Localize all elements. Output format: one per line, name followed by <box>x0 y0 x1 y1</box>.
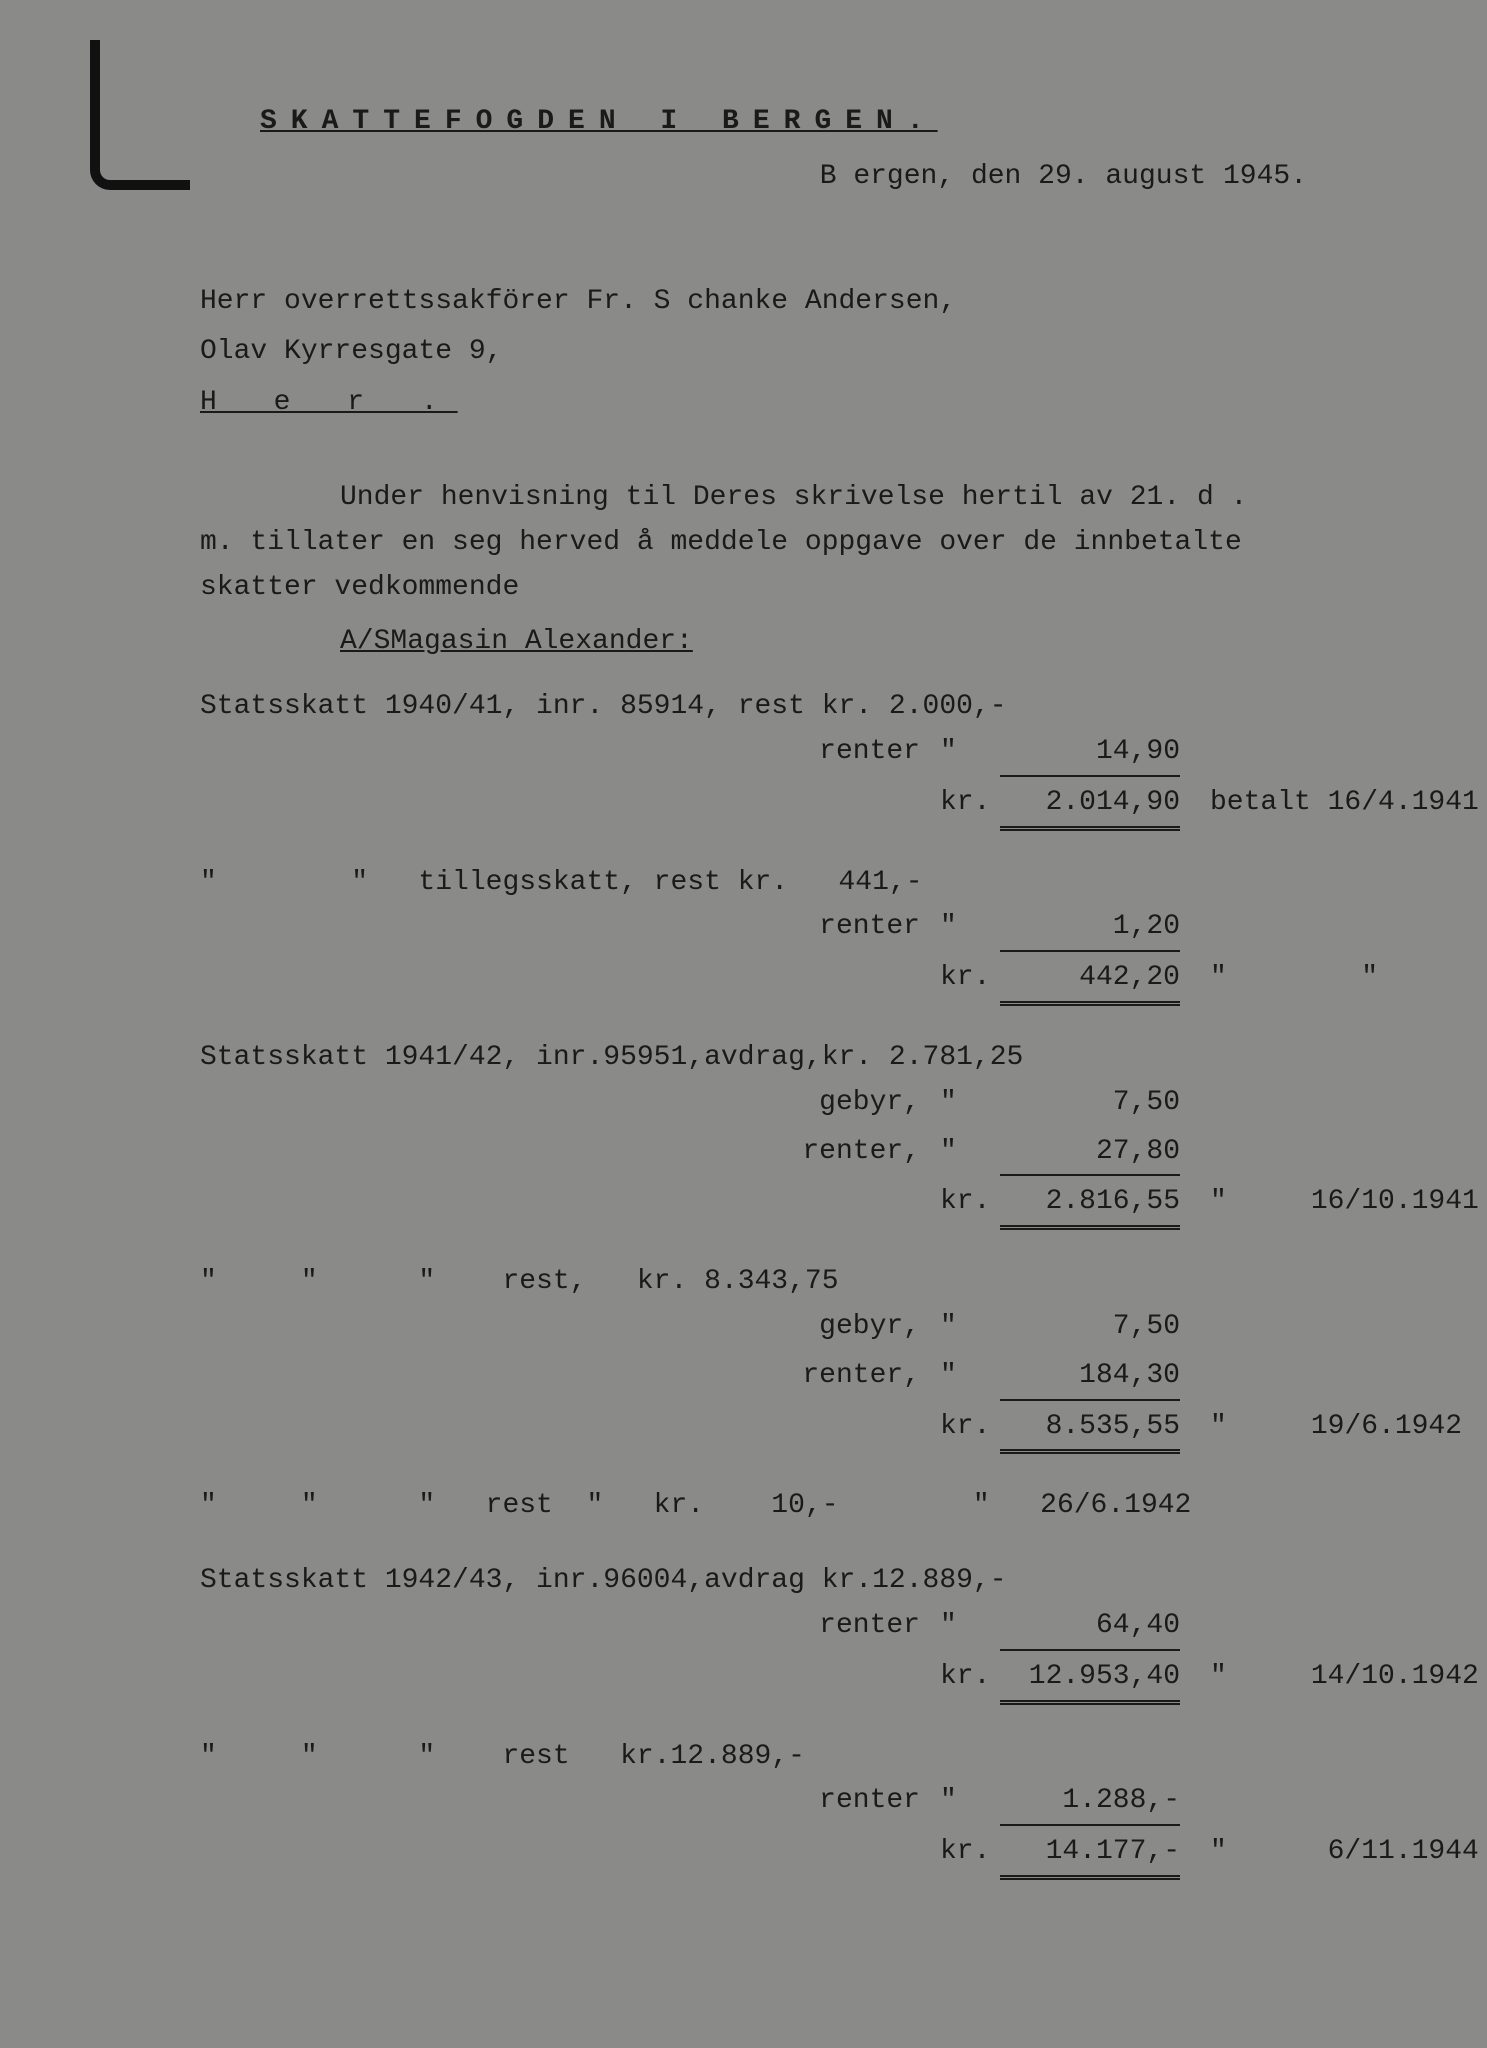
entry-currency: " <box>940 1354 1000 1399</box>
entry-line: renter"1,20 <box>200 905 1367 952</box>
body-line-2: m. tillater en seg herved å meddele oppg… <box>200 521 1367 566</box>
entry-currency: " <box>940 730 1000 775</box>
entry-header: " " tillegsskatt, rest kr. 441,- <box>200 861 1367 906</box>
entry-note: " 6/11.1944 <box>1180 1830 1479 1875</box>
binding-mark <box>90 40 190 190</box>
entry-label: renter, <box>720 1130 940 1175</box>
entry-label: renter <box>720 730 940 775</box>
company-name: A/SMagasin Alexander: <box>340 620 1367 665</box>
entry-line: kr.2.014,90betalt 16/4.1941 <box>200 781 1367 831</box>
tax-entry: " " " rest, kr. 8.343,75gebyr,"7,50rente… <box>200 1260 1367 1454</box>
entry-line: gebyr,"7,50 <box>200 1081 1367 1126</box>
entry-currency: kr. <box>940 781 1000 826</box>
entry-currency: kr. <box>940 1830 1000 1875</box>
entry-amount: 64,40 <box>1000 1604 1180 1651</box>
entry-note: betalt 16/4.1941 <box>1180 781 1479 826</box>
addressee-city: H e r . <box>200 381 1367 426</box>
entry-amount: 1,20 <box>1000 905 1180 952</box>
entry-currency: " <box>940 1604 1000 1649</box>
entry-currency: " <box>940 905 1000 950</box>
tax-entry: " " " rest kr.12.889,-renter"1.288,-kr.1… <box>200 1735 1367 1880</box>
entry-header: Statsskatt 1941/42, inr.95951,avdrag,kr.… <box>200 1036 1367 1081</box>
entry-label: renter <box>720 1604 940 1649</box>
tax-entry: " " " rest " kr. 10,- " 26/6.1942 <box>200 1484 1367 1529</box>
entry-line: renter"64,40 <box>200 1604 1367 1651</box>
entry-currency: " <box>940 1305 1000 1350</box>
entry-line: renter"1.288,- <box>200 1779 1367 1826</box>
entry-amount: 12.953,40 <box>1000 1655 1180 1705</box>
entry-header: Statsskatt 1942/43, inr.96004,avdrag kr.… <box>200 1559 1367 1604</box>
entry-label: gebyr, <box>720 1305 940 1350</box>
entry-line: renter"14,90 <box>200 730 1367 777</box>
entry-currency: kr. <box>940 1180 1000 1225</box>
entry-note: " " <box>1180 956 1378 1001</box>
body-line-1: Under henvisning til Deres skrivelse her… <box>200 476 1367 521</box>
entry-amount: 442,20 <box>1000 956 1180 1006</box>
entry-amount: 184,30 <box>1000 1354 1180 1401</box>
tax-entry: Statsskatt 1941/42, inr.95951,avdrag,kr.… <box>200 1036 1367 1230</box>
entry-currency: " <box>940 1779 1000 1824</box>
entry-currency: " <box>940 1130 1000 1175</box>
tax-entries: Statsskatt 1940/41, inr. 85914, rest kr.… <box>200 685 1367 1880</box>
entry-amount: 2.816,55 <box>1000 1180 1180 1230</box>
entry-label: renter, <box>720 1354 940 1399</box>
entry-amount: 2.014,90 <box>1000 781 1180 831</box>
entry-amount: 27,80 <box>1000 1130 1180 1177</box>
entry-line: renter,"27,80 <box>200 1130 1367 1177</box>
entry-header: Statsskatt 1940/41, inr. 85914, rest kr.… <box>200 685 1367 730</box>
addressee-block: Herr overrettssakförer Fr. S chanke Ande… <box>200 280 1367 426</box>
entry-note: " 14/10.1942 <box>1180 1655 1479 1700</box>
entry-line: kr.442,20" " <box>200 956 1367 1006</box>
entry-line: kr.14.177,-" 6/11.1944 <box>200 1830 1367 1880</box>
tax-entry: " " tillegsskatt, rest kr. 441,-renter"1… <box>200 861 1367 1006</box>
tax-entry: Statsskatt 1942/43, inr.96004,avdrag kr.… <box>200 1559 1367 1704</box>
letterhead: SKATTEFOGDEN I BERGEN. <box>260 100 1367 145</box>
entry-currency: kr. <box>940 1405 1000 1450</box>
addressee-street: Olav Kyrresgate 9, <box>200 330 1367 375</box>
entry-line: kr.8.535,55" 19/6.1942 <box>200 1405 1367 1455</box>
entry-amount: 7,50 <box>1000 1081 1180 1126</box>
entry-amount: 8.535,55 <box>1000 1405 1180 1455</box>
tax-entry: Statsskatt 1940/41, inr. 85914, rest kr.… <box>200 685 1367 830</box>
entry-header: " " " rest kr.12.889,- <box>200 1735 1367 1780</box>
entry-line: renter,"184,30 <box>200 1354 1367 1401</box>
entry-amount: 1.288,- <box>1000 1779 1180 1826</box>
dateline: B ergen, den 29. august 1945. <box>160 155 1307 200</box>
entry-note: " 16/10.1941 <box>1180 1180 1479 1225</box>
entry-label: renter <box>720 905 940 950</box>
entry-label: renter <box>720 1779 940 1824</box>
addressee-name: Herr overrettssakförer Fr. S chanke Ande… <box>200 280 1367 325</box>
entry-line: kr.2.816,55" 16/10.1941 <box>200 1180 1367 1230</box>
body-line-3: skatter vedkommende <box>200 566 1367 611</box>
document-page: SKATTEFOGDEN I BERGEN. B ergen, den 29. … <box>0 0 1487 2048</box>
entry-amount: 7,50 <box>1000 1305 1180 1350</box>
entry-amount: 14.177,- <box>1000 1830 1180 1880</box>
entry-note: " 19/6.1942 <box>1180 1405 1462 1450</box>
entry-line: kr.12.953,40" 14/10.1942 <box>200 1655 1367 1705</box>
entry-amount: 14,90 <box>1000 730 1180 777</box>
entry-currency: " <box>940 1081 1000 1126</box>
entry-label: gebyr, <box>720 1081 940 1126</box>
entry-currency: kr. <box>940 956 1000 1001</box>
entry-header: " " " rest " kr. 10,- " 26/6.1942 <box>200 1484 1367 1529</box>
entry-line: gebyr,"7,50 <box>200 1305 1367 1350</box>
entry-currency: kr. <box>940 1655 1000 1700</box>
entry-header: " " " rest, kr. 8.343,75 <box>200 1260 1367 1305</box>
